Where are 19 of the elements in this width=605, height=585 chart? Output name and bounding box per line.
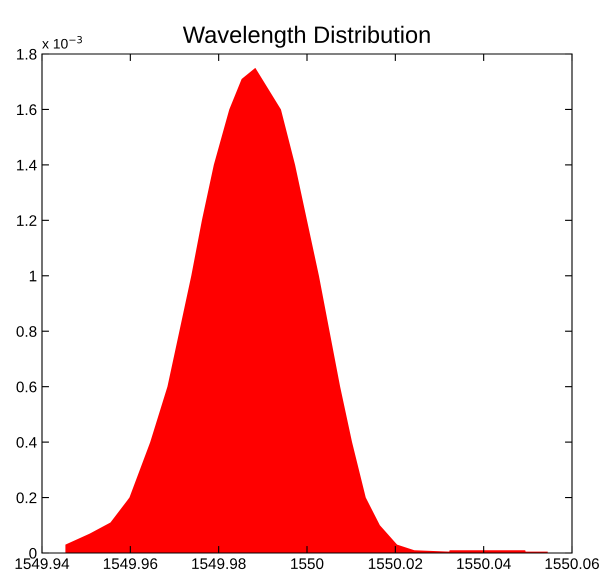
- y-tick-label: 0.8: [16, 326, 36, 337]
- y-tick-label: 0.4: [16, 436, 37, 448]
- chart-title: Wavelength Distribution: [182, 26, 430, 48]
- y-tick-label: 0: [29, 548, 37, 559]
- y-tick-label: 1: [30, 270, 36, 282]
- x-tick-label: 1550.02: [368, 558, 422, 570]
- y-tick-label: 1.8: [17, 48, 36, 60]
- y-tick-label: 1.4: [17, 160, 37, 170]
- x-tick-label: 1550: [291, 558, 324, 570]
- x-tick-label: 1550.04: [457, 558, 511, 570]
- x-tick-label: 1549.96: [104, 558, 158, 570]
- x-tick-label: 1549.98: [192, 558, 246, 570]
- y-tick-label: 1.2: [17, 215, 36, 226]
- y-tick-label: 0.2: [16, 492, 36, 504]
- y-tick-label: 1.6: [17, 104, 36, 116]
- x-tick-label: 1550.06: [546, 558, 599, 570]
- text: x 10$^{−3}$: [42, 36, 82, 49]
- y-tick-label: 0.6: [16, 382, 36, 392]
- x-tick-label: 1549.94: [16, 558, 70, 570]
